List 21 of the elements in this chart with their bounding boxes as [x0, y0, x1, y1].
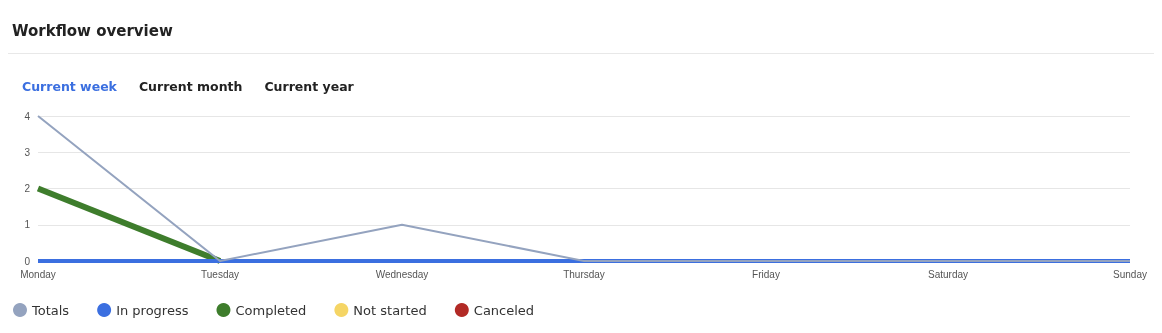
legend-label: Canceled	[473, 302, 535, 318]
x-tick-label: Tuesday	[201, 268, 239, 280]
y-tick-label: 2	[24, 183, 31, 194]
legend-label: Completed	[235, 302, 307, 318]
y-tick-label: 0	[24, 255, 31, 267]
x-tick-label: Monday	[20, 268, 56, 280]
text: Current month	[138, 79, 243, 94]
legend-label: In progress	[116, 302, 189, 318]
legend-label: Totals	[31, 302, 70, 318]
text: Current year	[264, 79, 354, 94]
y-tick-label: 4	[24, 110, 31, 122]
legend-label: Not started	[353, 302, 427, 318]
y-tick-label: 1	[24, 219, 31, 231]
x-tick-label: Thursday	[563, 268, 605, 280]
text: Current week	[22, 79, 117, 94]
chart-title: Workflow overview	[8, 8, 1154, 54]
x-tick-label: Wednesday	[375, 268, 429, 280]
y-tick-label: 3	[24, 146, 31, 158]
x-tick-label: Sunday	[1113, 268, 1147, 280]
x-tick-label: Saturday	[927, 268, 969, 280]
x-tick-label: Friday	[752, 268, 780, 280]
